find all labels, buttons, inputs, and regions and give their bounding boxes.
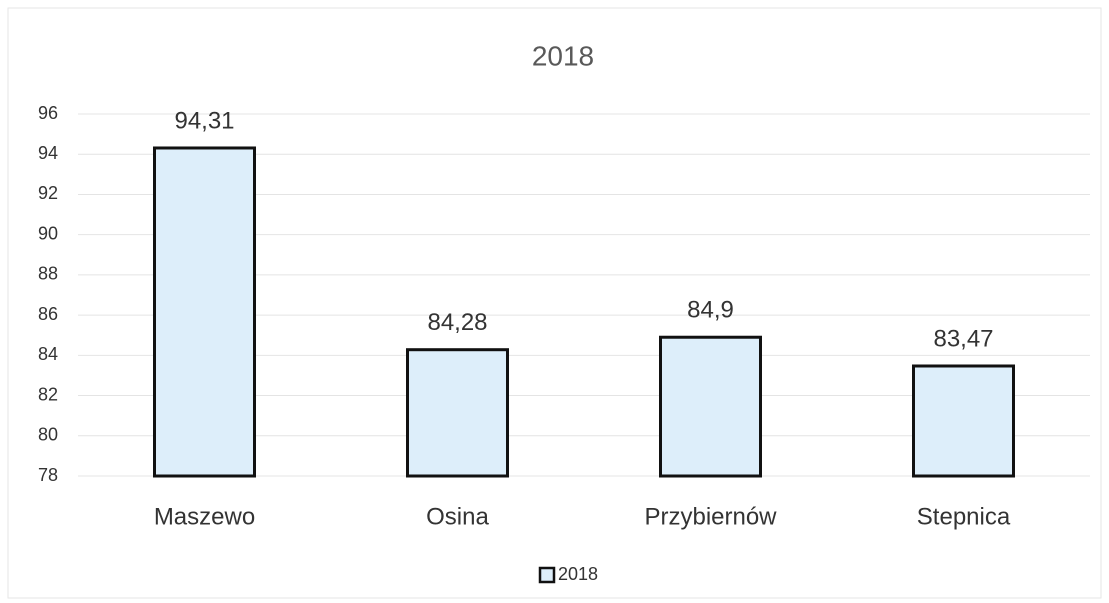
legend-swatch xyxy=(538,566,556,584)
x-tick-label: Maszewo xyxy=(154,503,255,530)
bar xyxy=(659,335,762,478)
y-tick-label: 82 xyxy=(38,384,58,404)
data-label: 83,47 xyxy=(933,325,993,352)
bar xyxy=(406,348,509,478)
data-label: 84,28 xyxy=(427,309,487,336)
bar xyxy=(153,146,256,478)
data-label: 94,31 xyxy=(174,107,234,134)
y-tick-label: 88 xyxy=(38,264,58,284)
y-tick-label: 78 xyxy=(38,465,58,485)
y-tick-label: 92 xyxy=(38,183,58,203)
chart-border xyxy=(7,7,1102,599)
y-tick-label: 86 xyxy=(38,304,58,324)
x-tick-label: Przybiernów xyxy=(644,503,777,530)
y-tick-label: 94 xyxy=(38,143,58,163)
chart-title: 2018 xyxy=(532,40,594,71)
x-tick-label: Stepnica xyxy=(917,503,1011,530)
y-tick-label: 84 xyxy=(38,344,58,364)
x-tick-label: Osina xyxy=(426,503,489,530)
y-tick-label: 90 xyxy=(38,223,58,243)
bar xyxy=(912,364,1015,478)
y-tick-label: 96 xyxy=(38,103,58,123)
y-tick-label: 80 xyxy=(38,425,58,445)
data-label: 84,9 xyxy=(687,297,734,324)
legend-label: 2018 xyxy=(558,564,598,584)
